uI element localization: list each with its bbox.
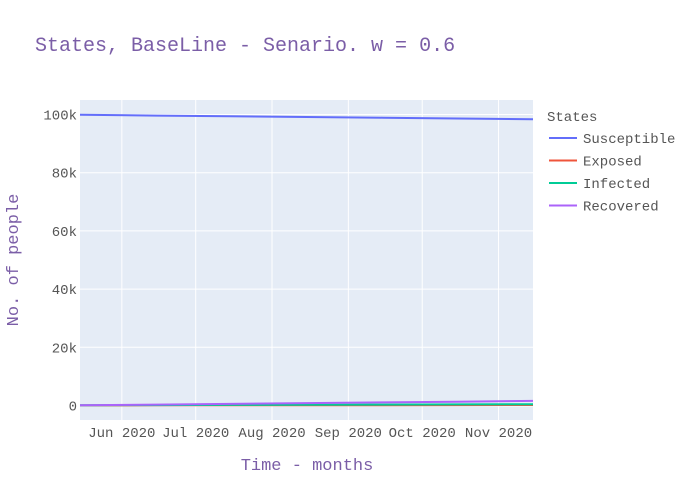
series-lines [79, 113, 534, 407]
y-tick-label-4: 80k [52, 167, 77, 183]
y-tick-label-1: 20k [52, 341, 77, 357]
y-tick-label-5: 100k [43, 109, 77, 125]
y-axis-ticks: 0 20k 40k 60k 80k 100k [43, 109, 77, 416]
x-tick-label-4: Oct 2020 [389, 426, 456, 442]
legend: States Susceptible Exposed Infected Recover… [547, 110, 675, 216]
x-tick-label-3: Sep 2020 [315, 426, 382, 442]
legend-label: Infected [583, 177, 650, 193]
y-tick-label-2: 40k [52, 283, 77, 299]
legend-label: Recovered [583, 200, 659, 216]
chart-title: States, BaseLine - Senario. w = 0.6 [35, 35, 455, 58]
series-line-susceptible [79, 113, 534, 121]
series-line-recovered [79, 399, 534, 407]
legend-label: Susceptible [583, 132, 675, 148]
x-tick-label-2: Aug 2020 [238, 426, 305, 442]
x-tick-label-5: Nov 2020 [465, 426, 532, 442]
x-axis-ticks: Jun 2020 Jul 2020 Aug 2020 Sep 2020 Oct 2020… [88, 426, 532, 442]
legend-label: Exposed [583, 155, 642, 171]
x-axis-title: Time - months [241, 457, 374, 476]
legend-title: States [547, 110, 597, 126]
x-tick-label-1: Jul 2020 [162, 426, 229, 442]
x-tick-label-0: Jun 2020 [88, 426, 155, 442]
legend-item-exposed[interactable]: Exposed [549, 155, 642, 171]
y-axis-title: No. of people [5, 194, 24, 327]
y-tick-label-3: 60k [52, 225, 77, 241]
legend-item-infected[interactable]: Infected [549, 177, 650, 193]
legend-item-recovered[interactable]: Recovered [549, 200, 659, 216]
y-tick-label-0: 0 [69, 399, 77, 415]
legend-item-susceptible[interactable]: Susceptible [549, 132, 675, 148]
plot-area [80, 100, 533, 420]
